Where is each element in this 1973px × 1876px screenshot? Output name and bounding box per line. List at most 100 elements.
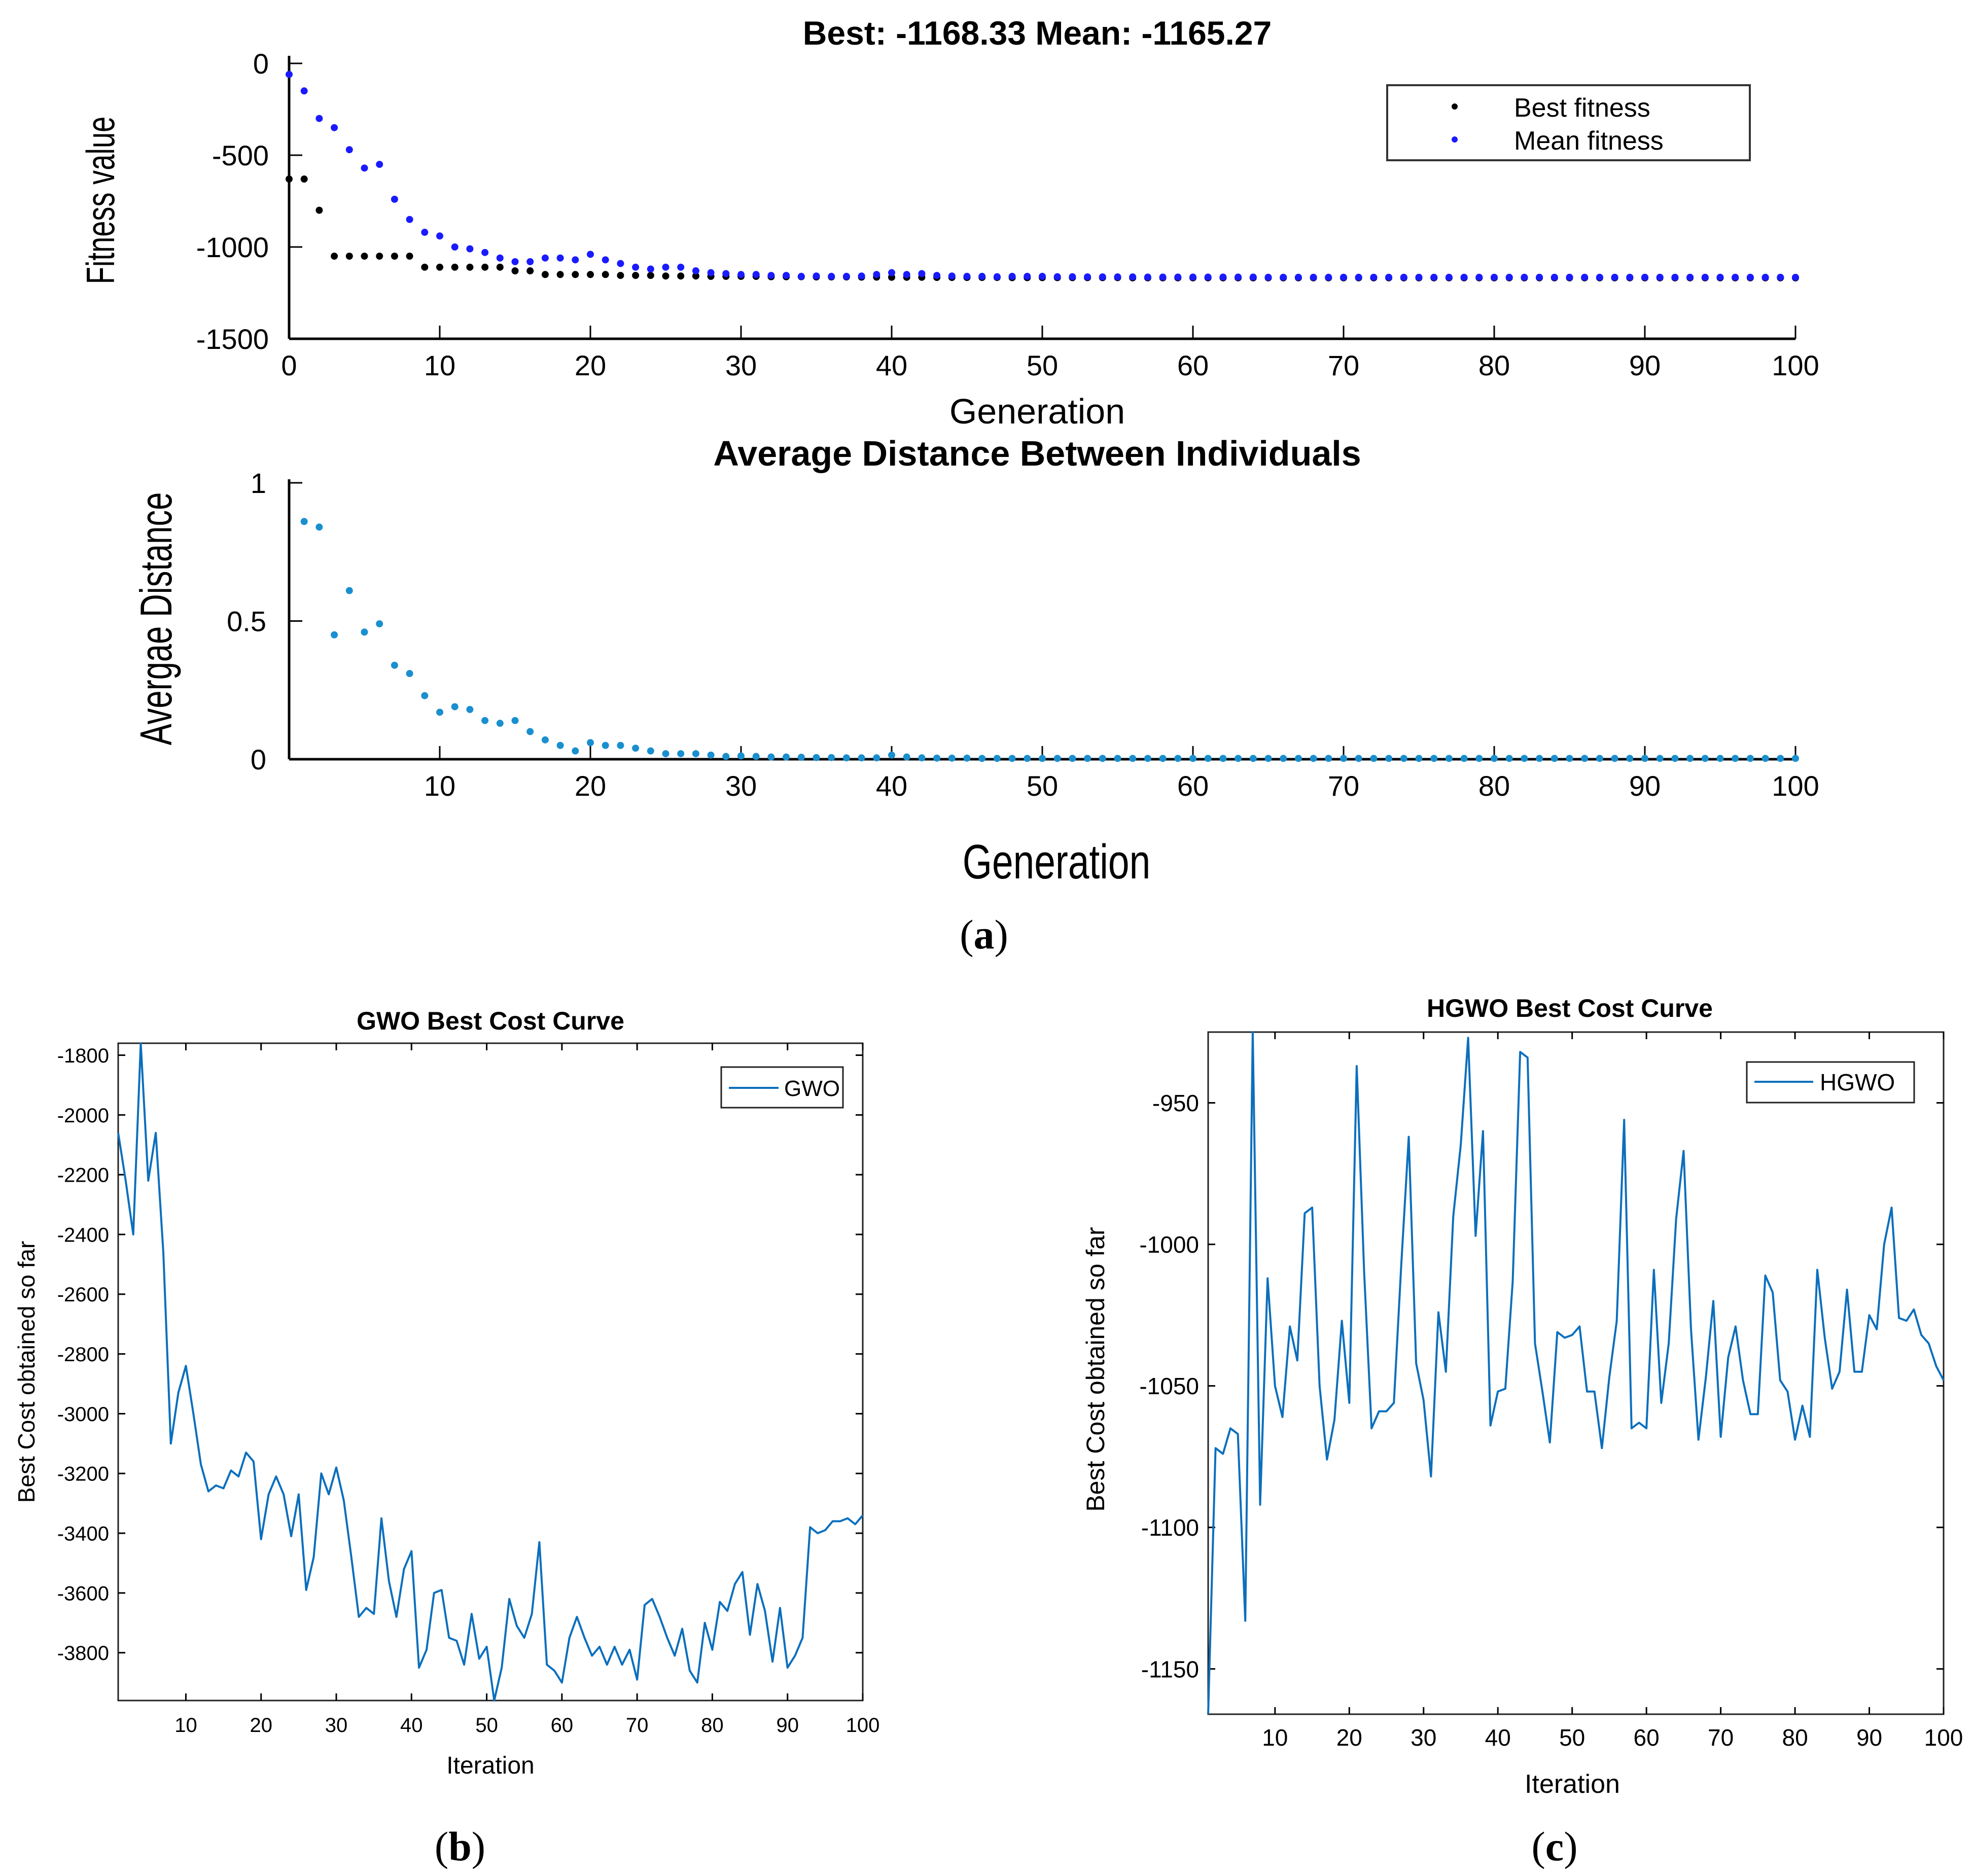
gwo-x-ticks: 10 20 30 40 50 60 70 80 90 100 xyxy=(174,1043,879,1737)
data-point xyxy=(1069,273,1076,280)
panel-label-b-letter: b xyxy=(448,1823,472,1869)
data-point xyxy=(1701,755,1709,762)
data-point xyxy=(737,752,745,760)
data-point xyxy=(933,272,941,279)
fitness-x-axis-label: Generation xyxy=(949,392,1125,431)
data-point xyxy=(602,271,609,278)
data-point xyxy=(1581,755,1589,762)
data-point xyxy=(331,124,338,131)
data-point xyxy=(1264,273,1272,281)
y-tick-label: -3600 xyxy=(57,1582,109,1605)
data-point xyxy=(1400,755,1407,762)
data-point xyxy=(888,269,895,276)
x-tick-label: 100 xyxy=(1772,349,1819,381)
data-point xyxy=(617,260,624,267)
data-point xyxy=(436,232,443,240)
y-tick-label: -1000 xyxy=(196,231,269,263)
data-point xyxy=(1144,273,1151,281)
data-point xyxy=(1656,273,1664,281)
y-tick-label: -1500 xyxy=(196,323,269,355)
data-point xyxy=(496,254,504,262)
x-tick-label: 10 xyxy=(174,1714,197,1737)
data-point xyxy=(1053,273,1061,280)
data-point xyxy=(1445,273,1453,281)
x-tick-label: 100 xyxy=(1772,770,1819,802)
fitness-legend: Best fitness Mean fitness xyxy=(1386,84,1751,161)
fitness-y-ticks: 0 -500 -1000 -1500 xyxy=(196,48,302,355)
data-point xyxy=(873,754,880,762)
data-point xyxy=(1053,755,1061,762)
data-point xyxy=(1641,273,1648,281)
data-point xyxy=(376,253,383,260)
data-point xyxy=(572,271,579,278)
data-point xyxy=(1024,755,1031,762)
x-tick-label: 100 xyxy=(1924,1724,1963,1751)
data-point xyxy=(1521,755,1528,762)
data-point xyxy=(647,747,654,755)
data-point xyxy=(1596,755,1603,762)
data-point xyxy=(361,253,368,260)
data-point xyxy=(1008,272,1016,280)
data-point xyxy=(421,229,429,236)
y-tick-label: -950 xyxy=(1152,1090,1199,1116)
data-point xyxy=(737,271,745,278)
x-tick-label: 60 xyxy=(1177,349,1209,381)
data-point xyxy=(1039,755,1046,762)
x-tick-label: 80 xyxy=(1478,770,1510,802)
panel-label-a: (a) xyxy=(960,911,1008,958)
x-tick-label: 60 xyxy=(1634,1724,1660,1751)
data-point xyxy=(677,263,685,271)
fitness-chart-title: Best: -1168.33 Mean: -1165.27 xyxy=(803,14,1272,52)
x-tick-label: 40 xyxy=(876,349,907,381)
data-point xyxy=(1204,273,1212,281)
data-point xyxy=(315,206,323,214)
x-tick-label: 40 xyxy=(1485,1724,1511,1751)
x-tick-label: 90 xyxy=(776,1714,799,1737)
panel-label-a-letter: a xyxy=(974,911,995,958)
data-point xyxy=(1114,273,1121,281)
data-point xyxy=(632,745,640,752)
data-point xyxy=(1505,273,1513,281)
y-tick-label: -3800 xyxy=(57,1642,109,1665)
data-point xyxy=(1566,755,1573,762)
data-point xyxy=(752,271,760,278)
data-point xyxy=(1400,273,1407,281)
data-point xyxy=(1777,273,1784,281)
data-point xyxy=(391,661,398,669)
data-point xyxy=(361,164,368,172)
data-point xyxy=(436,263,443,271)
data-point xyxy=(1746,273,1754,281)
data-point xyxy=(1505,755,1513,762)
data-point xyxy=(1701,273,1709,281)
data-point xyxy=(1174,273,1182,281)
data-point xyxy=(918,754,926,762)
data-point xyxy=(752,753,760,760)
distance-y-ticks: 10.50 xyxy=(227,467,302,775)
x-tick-label: 70 xyxy=(1328,349,1359,381)
x-tick-label: 50 xyxy=(1027,349,1058,381)
data-point xyxy=(391,253,398,260)
data-point xyxy=(406,216,413,223)
data-point xyxy=(767,272,775,279)
data-point xyxy=(797,754,805,761)
data-point xyxy=(677,750,685,758)
data-point xyxy=(421,263,429,271)
data-point xyxy=(602,256,609,264)
data-point xyxy=(1219,273,1227,281)
x-tick-label: 90 xyxy=(1629,349,1661,381)
hgwo-x-ticks: 10 20 30 40 50 60 70 80 90 100 xyxy=(1262,1032,1963,1751)
data-point xyxy=(1219,755,1227,762)
x-tick-label: 20 xyxy=(575,349,606,381)
x-tick-label: 50 xyxy=(1559,1724,1585,1751)
data-point xyxy=(496,263,504,271)
x-tick-label: 30 xyxy=(1411,1724,1436,1751)
panel-label-c: (c) xyxy=(1531,1823,1577,1869)
x-tick-label: 90 xyxy=(1629,770,1661,802)
data-point xyxy=(1310,755,1317,762)
x-tick-label: 70 xyxy=(626,1714,649,1737)
legend-best-fitness-marker xyxy=(1452,103,1458,110)
data-point xyxy=(1460,755,1468,762)
distance-x-axis-label: Generation xyxy=(963,835,1150,889)
x-tick-label: 20 xyxy=(1336,1724,1362,1751)
data-point xyxy=(1761,273,1769,281)
